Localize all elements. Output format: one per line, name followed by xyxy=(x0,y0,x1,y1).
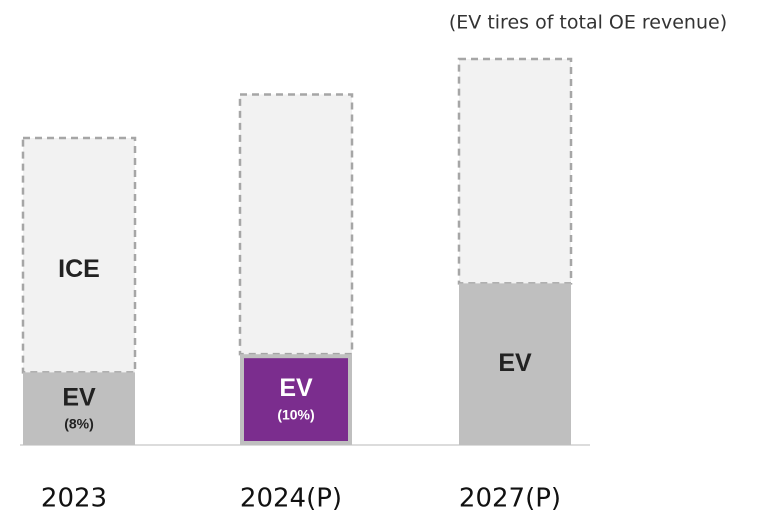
annotation: (EV tires of total OE revenue) xyxy=(449,12,727,34)
ev-label: EV xyxy=(279,374,313,402)
x-tick-label: 2027(P) xyxy=(459,484,561,514)
ice-label: ICE xyxy=(58,255,100,283)
ev-value-label: (8%) xyxy=(64,415,94,431)
ev-value-label: (10%) xyxy=(277,406,314,422)
ev-segment xyxy=(459,283,571,445)
ice-segment xyxy=(457,57,573,285)
ev-segment xyxy=(240,354,352,446)
ev-segment xyxy=(23,372,135,445)
ev-label: EV xyxy=(62,383,96,411)
x-tick-label: 2023 xyxy=(41,484,107,514)
ev-label: EV xyxy=(498,349,532,377)
x-tick-label: 2024(P) xyxy=(240,484,342,514)
ice-segment xyxy=(238,93,354,356)
